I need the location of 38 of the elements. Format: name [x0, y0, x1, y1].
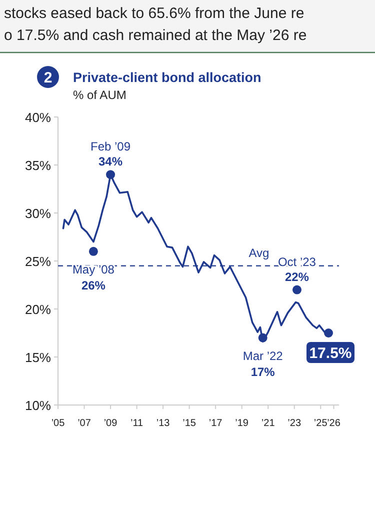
y-tick-label: 40%	[24, 110, 52, 125]
y-tick-label: 15%	[24, 350, 52, 365]
data-label: 17%	[250, 364, 276, 379]
point	[88, 246, 98, 256]
x-tick-label: ’17	[208, 418, 223, 429]
y-tick-label: 20%	[24, 302, 52, 317]
text: o 17.5% and cash remained at the May ’26 re	[4, 27, 307, 44]
ref-line-label: Avg	[248, 246, 270, 260]
data-label: 26%	[81, 278, 106, 292]
x-tick-label: ’19	[235, 418, 249, 429]
x-tick-label: ’05	[51, 418, 66, 429]
chart-subtitle: % of AUM	[73, 88, 126, 102]
point	[106, 170, 116, 180]
y-tick-label: 35%	[24, 158, 52, 173]
text: 2	[44, 70, 52, 86]
y-tick-label: 10%	[24, 398, 52, 413]
annotation: Mar ’22	[242, 348, 284, 363]
point	[258, 333, 268, 342]
x-tick-label: ’15	[182, 418, 196, 429]
data-label: 22%	[284, 270, 310, 284]
point	[324, 328, 333, 338]
data-label: 17.5%	[309, 345, 352, 362]
point	[292, 285, 302, 294]
x-tick-label: ’25	[314, 418, 328, 429]
x-tick-label: ’23	[288, 418, 302, 429]
annotation: May ’08	[72, 262, 115, 276]
x-tick-label: ’07	[78, 418, 92, 429]
y-tick-label: 30%	[24, 206, 52, 221]
text: stocks eased back to 65.6% from the June re	[4, 5, 304, 22]
data-label: 34%	[98, 154, 123, 169]
chart-title: Private-client bond allocation	[73, 70, 262, 85]
x-tick-label: ’11	[130, 418, 144, 429]
x-tick-label: ’13	[156, 418, 170, 429]
x-tick-label: ’09	[104, 418, 118, 429]
annotation: Feb ’09	[90, 140, 131, 154]
y-tick-label: 25%	[24, 254, 52, 269]
x-tick-label: ’21	[261, 418, 276, 429]
x-tick-label: ’26	[327, 418, 341, 429]
